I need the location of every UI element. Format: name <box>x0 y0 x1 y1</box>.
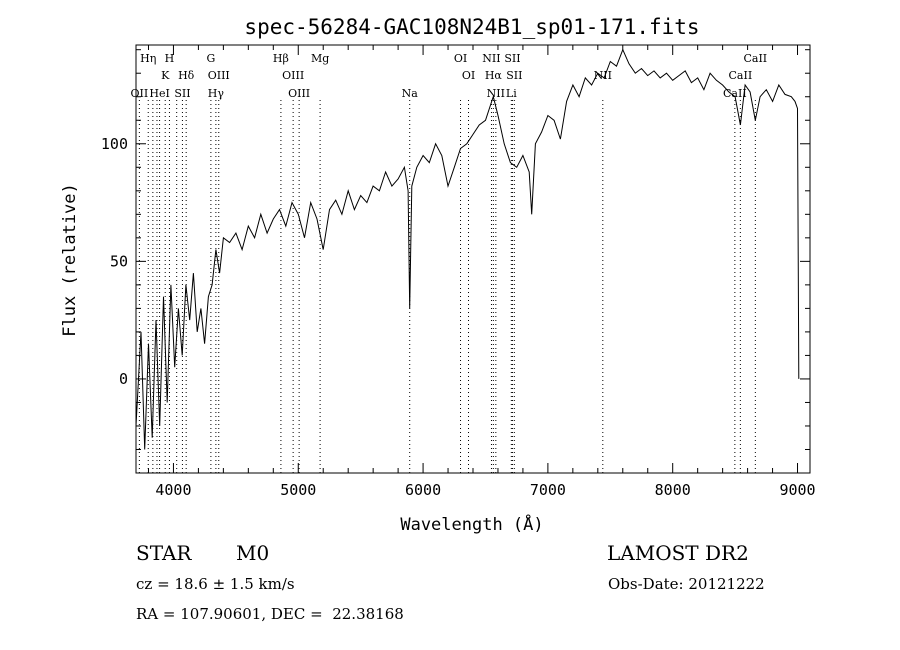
y-tick-label: 0 <box>119 370 128 388</box>
marker-label: G <box>206 52 215 65</box>
marker-label: NII <box>487 87 505 100</box>
marker-label: Li <box>506 87 517 100</box>
y-axis: 0 50 100 <box>101 49 810 450</box>
y-tick-label: 100 <box>101 135 128 153</box>
y-tick-label: 50 <box>110 252 128 270</box>
redshift-value: cz = 18.6 ± 1.5 km/s <box>136 575 295 593</box>
x-tick-label: 9000 <box>779 481 815 499</box>
marker-label: OIII <box>288 87 310 100</box>
object-subclass: M0 <box>236 541 270 565</box>
marker-label: CaII <box>743 52 767 65</box>
marker-label: OIII <box>282 69 304 82</box>
marker-label: Hη <box>140 52 156 65</box>
spectrum-line <box>135 48 800 450</box>
y-axis-label: Flux (relative) <box>60 183 80 337</box>
marker-label: H <box>165 52 175 65</box>
marker-label: Hα <box>485 69 503 82</box>
marker-label: Na <box>402 87 419 100</box>
marker-label: CaII <box>723 87 747 100</box>
marker-label: HeI <box>149 87 169 100</box>
observation-date: Obs-Date: 20121222 <box>608 575 765 593</box>
survey-name: LAMOST DR2 <box>607 541 749 565</box>
marker-label: NII <box>482 52 500 65</box>
x-tick-label: 5000 <box>280 481 316 499</box>
marker-label: OI <box>454 52 467 65</box>
x-tick-label: 7000 <box>530 481 566 499</box>
sky-coordinates: RA = 107.90601, DEC = 22.38168 <box>136 605 404 623</box>
marker-label: SII <box>506 69 522 82</box>
x-axis: 4000 5000 6000 7000 8000 9000 <box>147 45 816 499</box>
marker-label: OI <box>462 69 475 82</box>
marker-label: SII <box>504 52 520 65</box>
marker-label: CaII <box>729 69 753 82</box>
x-tick-label: 6000 <box>405 481 441 499</box>
x-tick-label: 4000 <box>155 481 191 499</box>
x-axis-label: Wavelength (Å) <box>400 513 543 535</box>
marker-label: Hδ <box>178 69 195 82</box>
marker-label: OIII <box>208 69 230 82</box>
marker-label: K <box>161 69 170 82</box>
marker-label: OII <box>131 87 149 100</box>
line-markers: OII Hη HeI KH SII Hδ G Hγ OIII Hβ OIII OIII Mg Na OI OI… <box>131 52 767 473</box>
marker-label: Mg <box>311 52 329 65</box>
x-tick-label: 8000 <box>655 481 691 499</box>
marker-label: NII <box>594 69 612 82</box>
chart-title: spec-56284-GAC108N24B1_sp01-171.fits <box>244 15 699 39</box>
marker-label: Hβ <box>273 52 289 65</box>
marker-label: SII <box>174 87 190 100</box>
plot-frame <box>135 44 811 474</box>
marker-label: Hγ <box>208 87 225 100</box>
object-class: STAR <box>136 541 192 565</box>
